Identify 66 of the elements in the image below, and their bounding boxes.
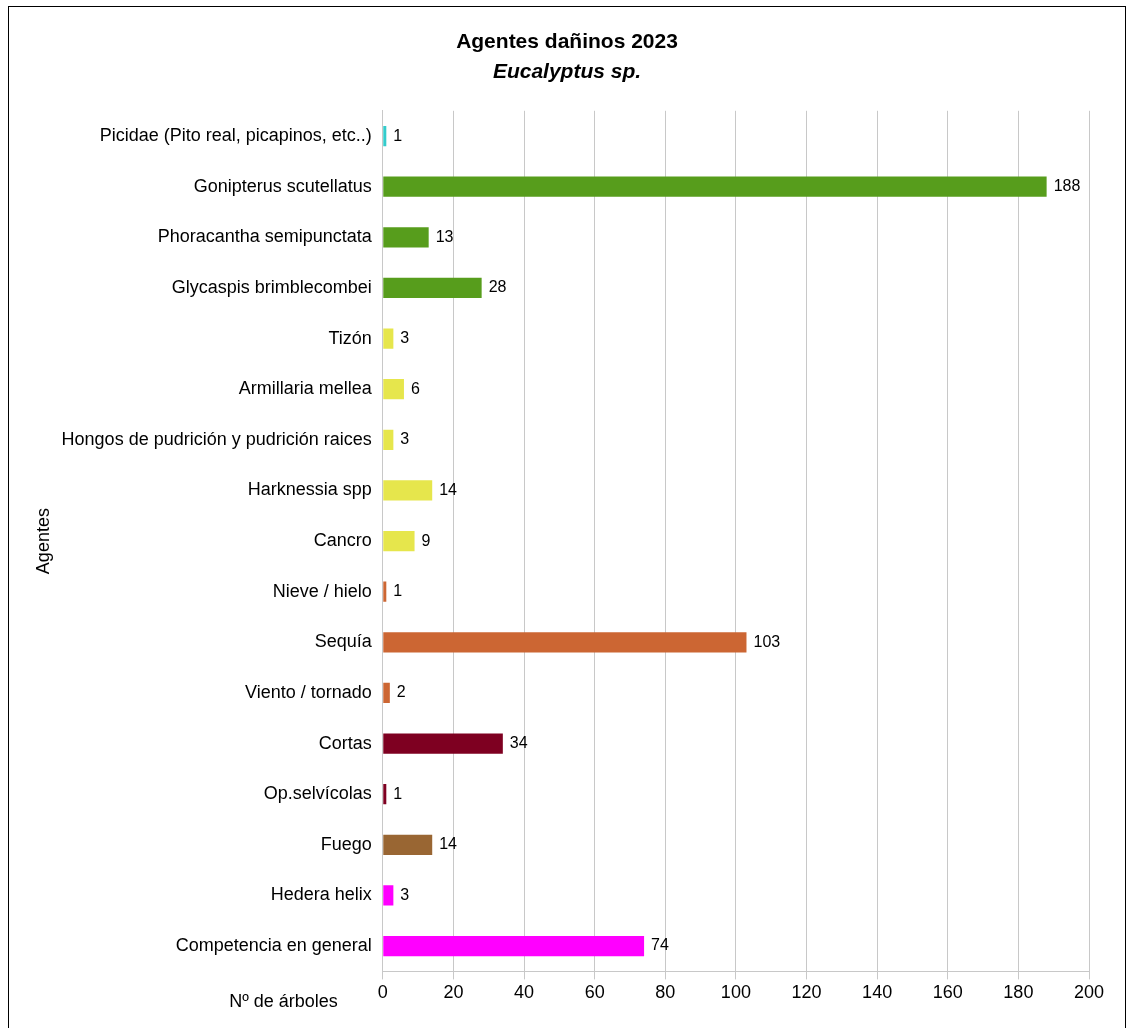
bar bbox=[383, 834, 433, 855]
y-tick-label: Fuego bbox=[320, 833, 372, 854]
data-label: 103 bbox=[753, 632, 781, 650]
data-label: 6 bbox=[410, 379, 420, 397]
bar bbox=[383, 429, 394, 450]
x-tick-label: 140 bbox=[862, 982, 893, 1003]
data-label: 1 bbox=[393, 582, 403, 600]
bar bbox=[383, 885, 394, 906]
data-label: 13 bbox=[435, 227, 454, 245]
data-label: 2 bbox=[396, 683, 406, 701]
x-tick-label: 40 bbox=[514, 982, 535, 1003]
x-tick-label: 160 bbox=[932, 982, 963, 1003]
bar bbox=[383, 733, 503, 754]
bar bbox=[383, 379, 404, 400]
bar bbox=[383, 125, 387, 147]
x-tick-label: 180 bbox=[1003, 982, 1034, 1003]
y-tick-label: Cancro bbox=[313, 530, 372, 551]
y-tick-label: Picidae (Pito real, picapinos, etc..) bbox=[99, 125, 372, 146]
y-tick-label: Sequía bbox=[314, 631, 373, 652]
y-tick-label: Harknessia spp bbox=[247, 479, 372, 500]
bar bbox=[383, 480, 433, 501]
y-tick-label: Nieve / hielo bbox=[272, 580, 372, 601]
y-tick-label: Hongos de pudrición y pudrición raices bbox=[61, 428, 372, 449]
y-axis-title: Agentes bbox=[32, 508, 53, 575]
y-tick-label: Glycaspis brimblecombei bbox=[171, 276, 372, 297]
chart-title: Agentes dañinos 2023 bbox=[455, 29, 679, 53]
x-axis-title: Nº de árboles bbox=[229, 991, 338, 1012]
bar bbox=[383, 632, 747, 653]
data-label: 3 bbox=[400, 329, 410, 347]
bar bbox=[383, 682, 390, 704]
data-label: 188 bbox=[1053, 177, 1081, 195]
bar bbox=[383, 328, 394, 349]
data-label: 3 bbox=[400, 430, 410, 448]
x-tick-label: 120 bbox=[791, 982, 822, 1003]
bar bbox=[383, 277, 482, 299]
bar bbox=[383, 176, 1047, 197]
x-tick-label: 0 bbox=[377, 982, 388, 1003]
data-label: 14 bbox=[439, 480, 458, 498]
y-tick-label: Cortas bbox=[318, 732, 372, 753]
y-tick-label: Op.selvícolas bbox=[263, 783, 372, 804]
y-tick-label: Tizón bbox=[328, 327, 372, 348]
data-label: 14 bbox=[439, 835, 458, 853]
data-label: 74 bbox=[651, 936, 669, 954]
bar bbox=[383, 784, 387, 805]
bar bbox=[383, 227, 429, 248]
chart-subtitle: Eucalyptus sp. bbox=[491, 59, 643, 83]
data-label: 3 bbox=[400, 885, 410, 903]
data-label: 9 bbox=[421, 531, 431, 549]
bar bbox=[383, 530, 415, 552]
x-tick-label: 80 bbox=[655, 982, 676, 1003]
y-tick-label: Competencia en general bbox=[175, 935, 372, 956]
x-tick-label: 20 bbox=[443, 982, 464, 1003]
data-label: 28 bbox=[488, 278, 507, 296]
data-label: 1 bbox=[393, 126, 403, 144]
y-tick-label: Phoracantha semipunctata bbox=[157, 226, 373, 247]
x-tick-label: 100 bbox=[720, 982, 751, 1003]
bar bbox=[383, 935, 645, 957]
data-label: 1 bbox=[393, 784, 403, 802]
x-tick-label: 60 bbox=[584, 982, 605, 1003]
bar bbox=[383, 581, 387, 602]
y-tick-label: Armillaria mellea bbox=[238, 378, 373, 399]
y-tick-label: Gonipterus scutellatus bbox=[193, 175, 372, 196]
y-tick-label: Hedera helix bbox=[270, 884, 372, 905]
y-tick-label: Viento / tornado bbox=[245, 681, 372, 702]
x-tick-label: 200 bbox=[1073, 982, 1105, 1003]
data-label: 34 bbox=[509, 734, 528, 751]
